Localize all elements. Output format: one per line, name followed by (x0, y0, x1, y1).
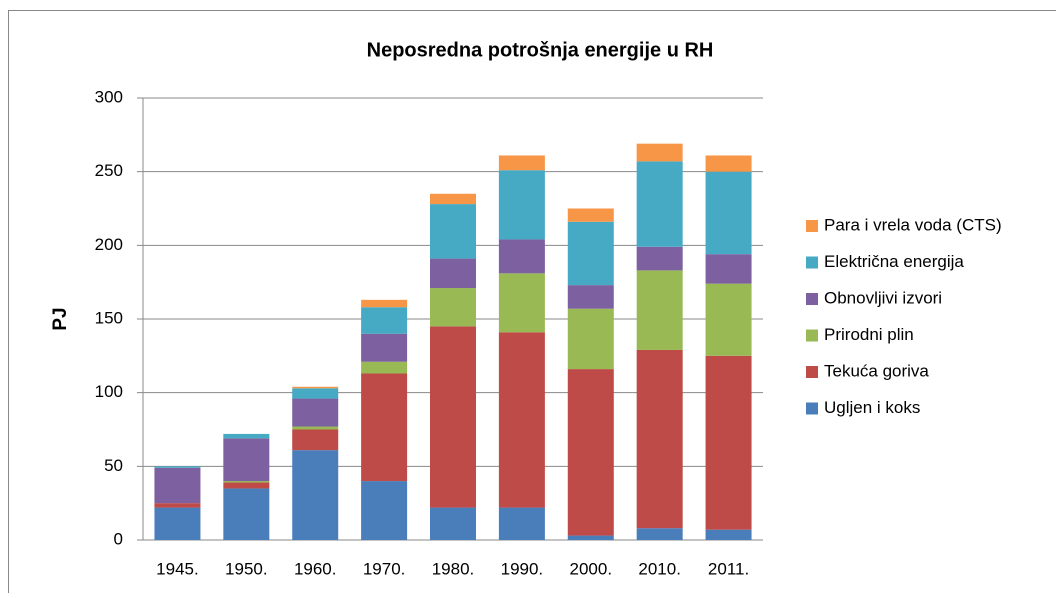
bar-segment (499, 239, 545, 273)
legend-label: Obnovljivi izvori (824, 288, 942, 307)
bar-segment (292, 399, 338, 427)
bar-segment (292, 387, 338, 388)
bar-segment (361, 481, 407, 540)
bar-segment (568, 309, 614, 369)
bar-segment (568, 369, 614, 535)
bar-segment (361, 307, 407, 334)
bar-segment (223, 488, 269, 540)
bar-segment (706, 284, 752, 356)
bar-segment (637, 247, 683, 271)
x-tick-label: 2000. (570, 559, 613, 578)
bar-segment (430, 288, 476, 326)
legend-swatch (806, 403, 818, 415)
legend-label: Para i vrela voda (CTS) (824, 215, 1002, 234)
bar-segment (154, 468, 200, 503)
bar-segment (430, 259, 476, 288)
x-tick-label: 1945. (156, 559, 199, 578)
bar-segment (430, 204, 476, 259)
y-tick-label: 200 (95, 235, 123, 254)
y-tick-label: 100 (95, 382, 123, 401)
y-axis-label: PJ (50, 307, 71, 330)
y-tick-label: 300 (95, 87, 123, 106)
bar-segment (154, 466, 200, 467)
bar-segment (637, 161, 683, 246)
chart-title: Neposredna potrošnja energije u RH (367, 39, 714, 61)
legend-swatch (806, 220, 818, 232)
bar-segment (637, 144, 683, 162)
bar-segment (637, 270, 683, 350)
bar-segment (430, 508, 476, 540)
bar-segment (223, 483, 269, 489)
bar-segment (706, 172, 752, 255)
bar-segment (223, 481, 269, 482)
bar-segment (499, 170, 545, 239)
x-tick-label: 2010. (638, 559, 681, 578)
x-tick-label: 1980. (432, 559, 475, 578)
bar-segment (430, 326, 476, 507)
legend-swatch (806, 366, 818, 378)
bar-segment (292, 450, 338, 540)
bar-segment (637, 528, 683, 540)
x-tick-label: 2011. (708, 559, 749, 578)
y-tick-label: 0 (114, 529, 123, 548)
bar-segment (499, 155, 545, 170)
bar-segment (361, 300, 407, 307)
bar-segment (499, 273, 545, 332)
bar-segment (223, 434, 269, 438)
bar-segment (154, 508, 200, 540)
legend-label: Električna energija (824, 252, 964, 271)
bar-segment (706, 530, 752, 540)
y-tick-label: 250 (95, 161, 123, 180)
bar-segment (292, 427, 338, 430)
bar-segment (361, 362, 407, 374)
bar-segment (568, 536, 614, 540)
legend-swatch (806, 257, 818, 269)
bar-segment (706, 254, 752, 283)
legend-swatch (806, 293, 818, 305)
bar-segment (706, 155, 752, 171)
bar-segment (430, 194, 476, 204)
bar-segment (706, 356, 752, 530)
bar-segment (361, 334, 407, 362)
bar-segment (499, 332, 545, 507)
bar-segment (568, 222, 614, 285)
bar-segment (568, 209, 614, 222)
bar-segment (499, 508, 545, 540)
y-tick-label: 150 (95, 308, 123, 327)
y-tick-label: 50 (104, 456, 123, 475)
legend-swatch (806, 330, 818, 342)
bar-segment (568, 285, 614, 309)
x-tick-label: 1970. (363, 559, 406, 578)
bar-segment (292, 430, 338, 451)
x-tick-label: 1990. (501, 559, 544, 578)
bar-segment (361, 374, 407, 482)
bar-segment (637, 350, 683, 528)
bar-segment (292, 388, 338, 398)
x-tick-label: 1960. (294, 559, 337, 578)
legend-label: Prirodni plin (824, 325, 914, 344)
legend-label: Ugljen i koks (824, 398, 920, 417)
legend-label: Tekuća goriva (824, 361, 929, 380)
bar-segment (223, 438, 269, 481)
bar-segment (154, 503, 200, 507)
x-tick-label: 1950. (225, 559, 268, 578)
